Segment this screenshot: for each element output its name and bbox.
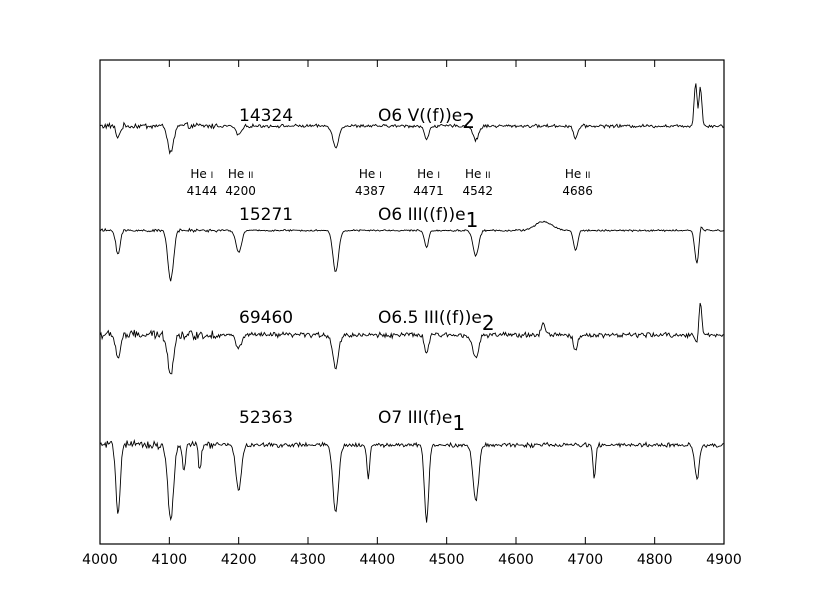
star-id-label: 52363 [239, 408, 293, 428]
line-wavelength-label: 4686 [562, 184, 593, 198]
x-tick-label: 4400 [360, 552, 396, 568]
star-id-label: 15271 [239, 205, 293, 225]
line-ion: I [211, 171, 214, 181]
line-element: He [465, 167, 485, 181]
line-id-label: He II [465, 167, 491, 181]
x-tick-label: 4500 [429, 552, 465, 568]
x-tick-label: 4600 [498, 552, 534, 568]
line-id-label: He I [359, 167, 382, 181]
x-tick-label: 4200 [221, 552, 257, 568]
spectral-type-subscript: 1 [466, 208, 479, 232]
line-element: He [417, 167, 437, 181]
spectral-type-subscript: 2 [482, 311, 495, 335]
spectrum-line [99, 438, 725, 523]
line-ion: I [379, 171, 382, 181]
line-wavelength-label: 4471 [413, 184, 444, 198]
line-wavelength-label: 4542 [463, 184, 494, 198]
spectrum-line [99, 220, 725, 282]
line-id-label: He I [190, 167, 213, 181]
line-ion: II [585, 171, 590, 181]
line-id-label: He II [565, 167, 591, 181]
line-wavelength-label: 4144 [187, 184, 218, 198]
spectral-type-text: O6.5 III((f))e [378, 308, 482, 328]
spectral-type-label: O7 III(f)e1 [378, 408, 465, 435]
line-element: He [359, 167, 379, 181]
line-element: He [190, 167, 210, 181]
spectral-type-text: O6 V((f))e [378, 106, 462, 126]
axes-frame [99, 59, 725, 545]
spectral-type-subscript: 2 [462, 109, 475, 133]
star-id-label: 69460 [239, 308, 293, 328]
x-tick-label: 4800 [637, 552, 673, 568]
spectral-type-text: O7 III(f)e [378, 408, 452, 428]
x-tick-label: 4900 [706, 552, 742, 568]
line-id-label: He I [417, 167, 440, 181]
line-id-label: He II [228, 167, 254, 181]
spectral-type-label: O6 V((f))e2 [378, 106, 475, 133]
spectral-type-text: O6 III((f))e [378, 205, 466, 225]
spectral-type-label: O6.5 III((f))e2 [378, 308, 495, 335]
line-wavelength-label: 4387 [355, 184, 386, 198]
x-tick-label: 4700 [568, 552, 604, 568]
x-tick-label: 4100 [152, 552, 188, 568]
x-tick-label: 4300 [290, 552, 326, 568]
x-axis-ticks: 4000 4100 4200 4300 4400 4500 4600 4700 4800 4900 [82, 60, 742, 568]
line-ion: II [485, 171, 490, 181]
spectral-type-label: O6 III((f))e1 [378, 205, 478, 232]
line-element: He [228, 167, 248, 181]
spectrum-line [99, 302, 725, 375]
line-element: He [565, 167, 585, 181]
spectra-traces [99, 83, 725, 523]
star-id-label: 14324 [239, 106, 293, 126]
line-ion: II [248, 171, 253, 181]
x-tick-label: 4000 [82, 552, 118, 568]
line-wavelength-label: 4200 [225, 184, 256, 198]
spectral-type-subscript: 1 [452, 411, 465, 435]
spectrum-line [99, 83, 725, 155]
line-ion: I [437, 171, 440, 181]
